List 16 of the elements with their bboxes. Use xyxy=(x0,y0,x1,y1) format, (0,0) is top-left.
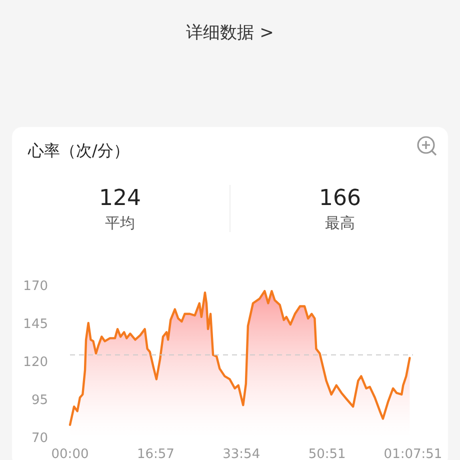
annotation: 166 xyxy=(319,186,361,211)
x-tick: 01:07:51 xyxy=(384,447,442,460)
title: 心率（次/分） xyxy=(28,141,130,160)
y-tick: 70 xyxy=(31,431,48,446)
y-tick: 170 xyxy=(23,279,48,294)
x-tick: 33:54 xyxy=(222,447,260,460)
y-tick: 145 xyxy=(23,317,48,332)
x-tick: 16:57 xyxy=(136,447,174,460)
annotation: 124 xyxy=(99,186,141,211)
y-tick: 95 xyxy=(31,393,48,408)
annotation: 详细数据 > xyxy=(186,23,274,43)
y-tick: 120 xyxy=(23,355,48,370)
annotation: 最高 xyxy=(325,214,355,232)
x-tick: 50:51 xyxy=(308,447,346,460)
annotation: 平均 xyxy=(105,214,135,232)
x-tick: 00:00 xyxy=(51,447,89,460)
